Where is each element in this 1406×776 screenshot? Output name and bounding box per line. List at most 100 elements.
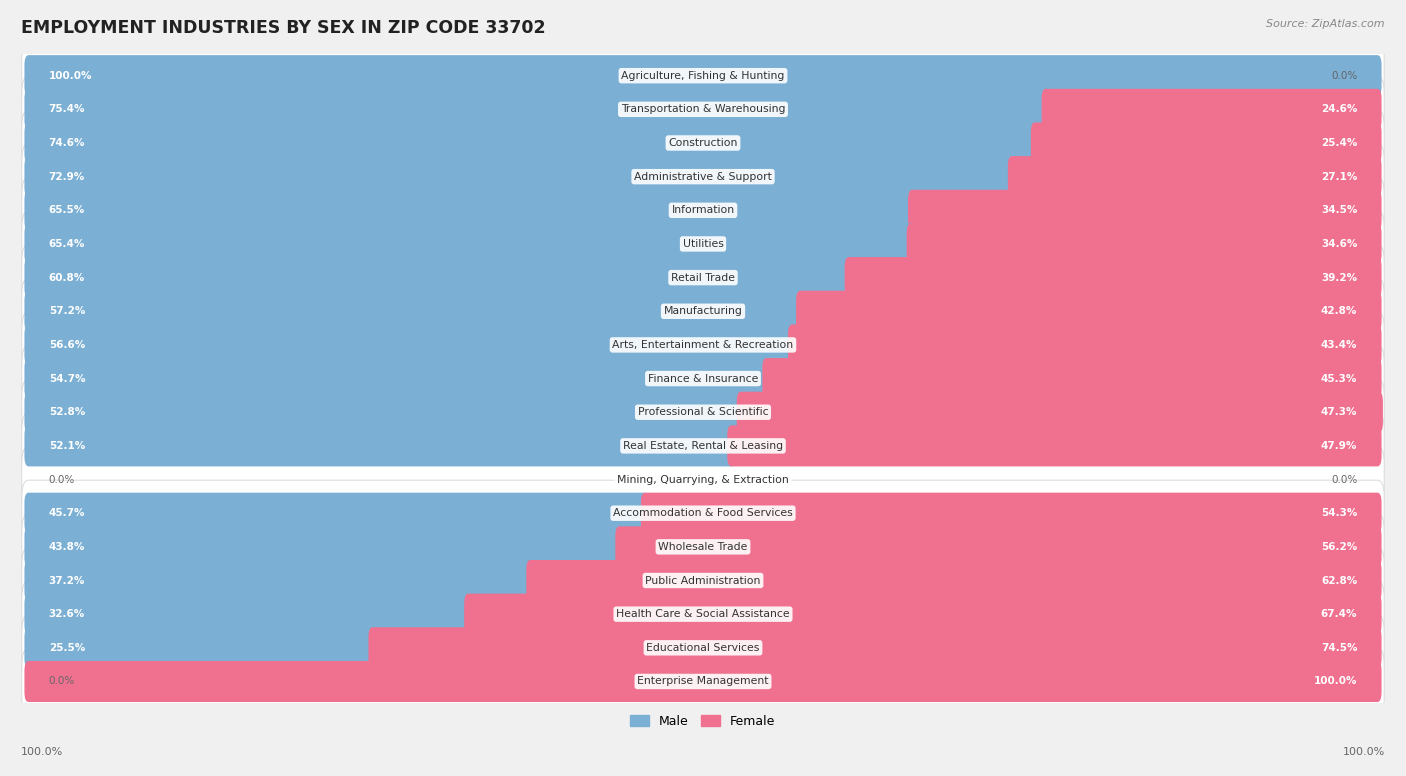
Text: 62.8%: 62.8% bbox=[1322, 576, 1357, 586]
Text: Arts, Entertainment & Recreation: Arts, Entertainment & Recreation bbox=[613, 340, 793, 350]
Text: 56.6%: 56.6% bbox=[49, 340, 84, 350]
Text: 37.2%: 37.2% bbox=[49, 576, 86, 586]
FancyBboxPatch shape bbox=[24, 156, 1017, 197]
FancyBboxPatch shape bbox=[24, 493, 650, 534]
Text: 34.5%: 34.5% bbox=[1320, 206, 1357, 215]
FancyBboxPatch shape bbox=[21, 211, 1385, 277]
FancyBboxPatch shape bbox=[24, 358, 770, 399]
FancyBboxPatch shape bbox=[21, 514, 1385, 580]
Text: 0.0%: 0.0% bbox=[1331, 475, 1357, 484]
FancyBboxPatch shape bbox=[21, 581, 1385, 647]
FancyBboxPatch shape bbox=[21, 413, 1385, 479]
FancyBboxPatch shape bbox=[845, 257, 1382, 298]
Text: 60.8%: 60.8% bbox=[49, 272, 84, 282]
Text: 100.0%: 100.0% bbox=[49, 71, 93, 81]
Text: Agriculture, Fishing & Hunting: Agriculture, Fishing & Hunting bbox=[621, 71, 785, 81]
Text: 100.0%: 100.0% bbox=[1343, 747, 1385, 757]
FancyBboxPatch shape bbox=[21, 43, 1385, 109]
FancyBboxPatch shape bbox=[21, 446, 1385, 512]
FancyBboxPatch shape bbox=[21, 110, 1385, 176]
FancyBboxPatch shape bbox=[1031, 123, 1382, 164]
Text: 32.6%: 32.6% bbox=[49, 609, 84, 619]
Text: 100.0%: 100.0% bbox=[21, 747, 63, 757]
FancyBboxPatch shape bbox=[24, 291, 804, 332]
Text: 72.9%: 72.9% bbox=[49, 171, 84, 182]
FancyBboxPatch shape bbox=[737, 392, 1384, 433]
FancyBboxPatch shape bbox=[368, 627, 1382, 668]
FancyBboxPatch shape bbox=[24, 55, 1382, 96]
Text: 65.4%: 65.4% bbox=[49, 239, 86, 249]
Text: Educational Services: Educational Services bbox=[647, 643, 759, 653]
Text: 43.8%: 43.8% bbox=[49, 542, 86, 552]
FancyBboxPatch shape bbox=[24, 223, 915, 265]
FancyBboxPatch shape bbox=[1042, 88, 1382, 130]
Text: 57.2%: 57.2% bbox=[49, 307, 86, 317]
Text: 0.0%: 0.0% bbox=[49, 677, 75, 687]
Text: 43.4%: 43.4% bbox=[1320, 340, 1357, 350]
FancyBboxPatch shape bbox=[24, 661, 1382, 702]
Text: 24.6%: 24.6% bbox=[1320, 104, 1357, 114]
Text: 27.1%: 27.1% bbox=[1320, 171, 1357, 182]
Text: 54.7%: 54.7% bbox=[49, 373, 86, 383]
FancyBboxPatch shape bbox=[21, 548, 1385, 614]
Text: 75.4%: 75.4% bbox=[49, 104, 86, 114]
Legend: Male, Female: Male, Female bbox=[626, 710, 780, 733]
Text: Source: ZipAtlas.com: Source: ZipAtlas.com bbox=[1267, 19, 1385, 29]
Text: EMPLOYMENT INDUSTRIES BY SEX IN ZIP CODE 33702: EMPLOYMENT INDUSTRIES BY SEX IN ZIP CODE… bbox=[21, 19, 546, 37]
FancyBboxPatch shape bbox=[641, 493, 1382, 534]
Text: 74.6%: 74.6% bbox=[49, 138, 86, 148]
FancyBboxPatch shape bbox=[21, 76, 1385, 142]
FancyBboxPatch shape bbox=[908, 190, 1382, 230]
Text: Real Estate, Rental & Leasing: Real Estate, Rental & Leasing bbox=[623, 441, 783, 451]
Text: Health Care & Social Assistance: Health Care & Social Assistance bbox=[616, 609, 790, 619]
Text: 45.3%: 45.3% bbox=[1320, 373, 1357, 383]
Text: Public Administration: Public Administration bbox=[645, 576, 761, 586]
FancyBboxPatch shape bbox=[24, 627, 377, 668]
FancyBboxPatch shape bbox=[21, 649, 1385, 715]
FancyBboxPatch shape bbox=[1008, 156, 1382, 197]
FancyBboxPatch shape bbox=[21, 312, 1385, 378]
FancyBboxPatch shape bbox=[727, 425, 1382, 466]
FancyBboxPatch shape bbox=[24, 88, 1050, 130]
FancyBboxPatch shape bbox=[526, 560, 1382, 601]
FancyBboxPatch shape bbox=[907, 223, 1382, 265]
Text: 54.3%: 54.3% bbox=[1320, 508, 1357, 518]
Text: Administrative & Support: Administrative & Support bbox=[634, 171, 772, 182]
FancyBboxPatch shape bbox=[24, 123, 1039, 164]
Text: 25.4%: 25.4% bbox=[1320, 138, 1357, 148]
FancyBboxPatch shape bbox=[21, 480, 1385, 546]
FancyBboxPatch shape bbox=[24, 190, 917, 230]
FancyBboxPatch shape bbox=[21, 615, 1385, 681]
Text: Enterprise Management: Enterprise Management bbox=[637, 677, 769, 687]
Text: Wholesale Trade: Wholesale Trade bbox=[658, 542, 748, 552]
Text: 47.3%: 47.3% bbox=[1320, 407, 1357, 417]
FancyBboxPatch shape bbox=[24, 392, 745, 433]
FancyBboxPatch shape bbox=[24, 560, 534, 601]
FancyBboxPatch shape bbox=[24, 324, 796, 365]
FancyBboxPatch shape bbox=[21, 279, 1385, 345]
Text: 42.8%: 42.8% bbox=[1320, 307, 1357, 317]
Text: 39.2%: 39.2% bbox=[1322, 272, 1357, 282]
Text: Information: Information bbox=[672, 206, 734, 215]
Text: 100.0%: 100.0% bbox=[1313, 677, 1357, 687]
Text: Finance & Insurance: Finance & Insurance bbox=[648, 373, 758, 383]
Text: 0.0%: 0.0% bbox=[1331, 71, 1357, 81]
Text: 47.9%: 47.9% bbox=[1320, 441, 1357, 451]
Text: Utilities: Utilities bbox=[682, 239, 724, 249]
FancyBboxPatch shape bbox=[24, 257, 853, 298]
FancyBboxPatch shape bbox=[464, 594, 1382, 635]
FancyBboxPatch shape bbox=[21, 379, 1385, 445]
FancyBboxPatch shape bbox=[762, 358, 1382, 399]
Text: 45.7%: 45.7% bbox=[49, 508, 86, 518]
Text: 56.2%: 56.2% bbox=[1322, 542, 1357, 552]
Text: 25.5%: 25.5% bbox=[49, 643, 84, 653]
FancyBboxPatch shape bbox=[24, 526, 623, 567]
Text: Retail Trade: Retail Trade bbox=[671, 272, 735, 282]
FancyBboxPatch shape bbox=[787, 324, 1382, 365]
FancyBboxPatch shape bbox=[21, 244, 1385, 310]
Text: 52.8%: 52.8% bbox=[49, 407, 84, 417]
Text: Professional & Scientific: Professional & Scientific bbox=[638, 407, 768, 417]
FancyBboxPatch shape bbox=[21, 144, 1385, 210]
FancyBboxPatch shape bbox=[21, 345, 1385, 411]
Text: Accommodation & Food Services: Accommodation & Food Services bbox=[613, 508, 793, 518]
